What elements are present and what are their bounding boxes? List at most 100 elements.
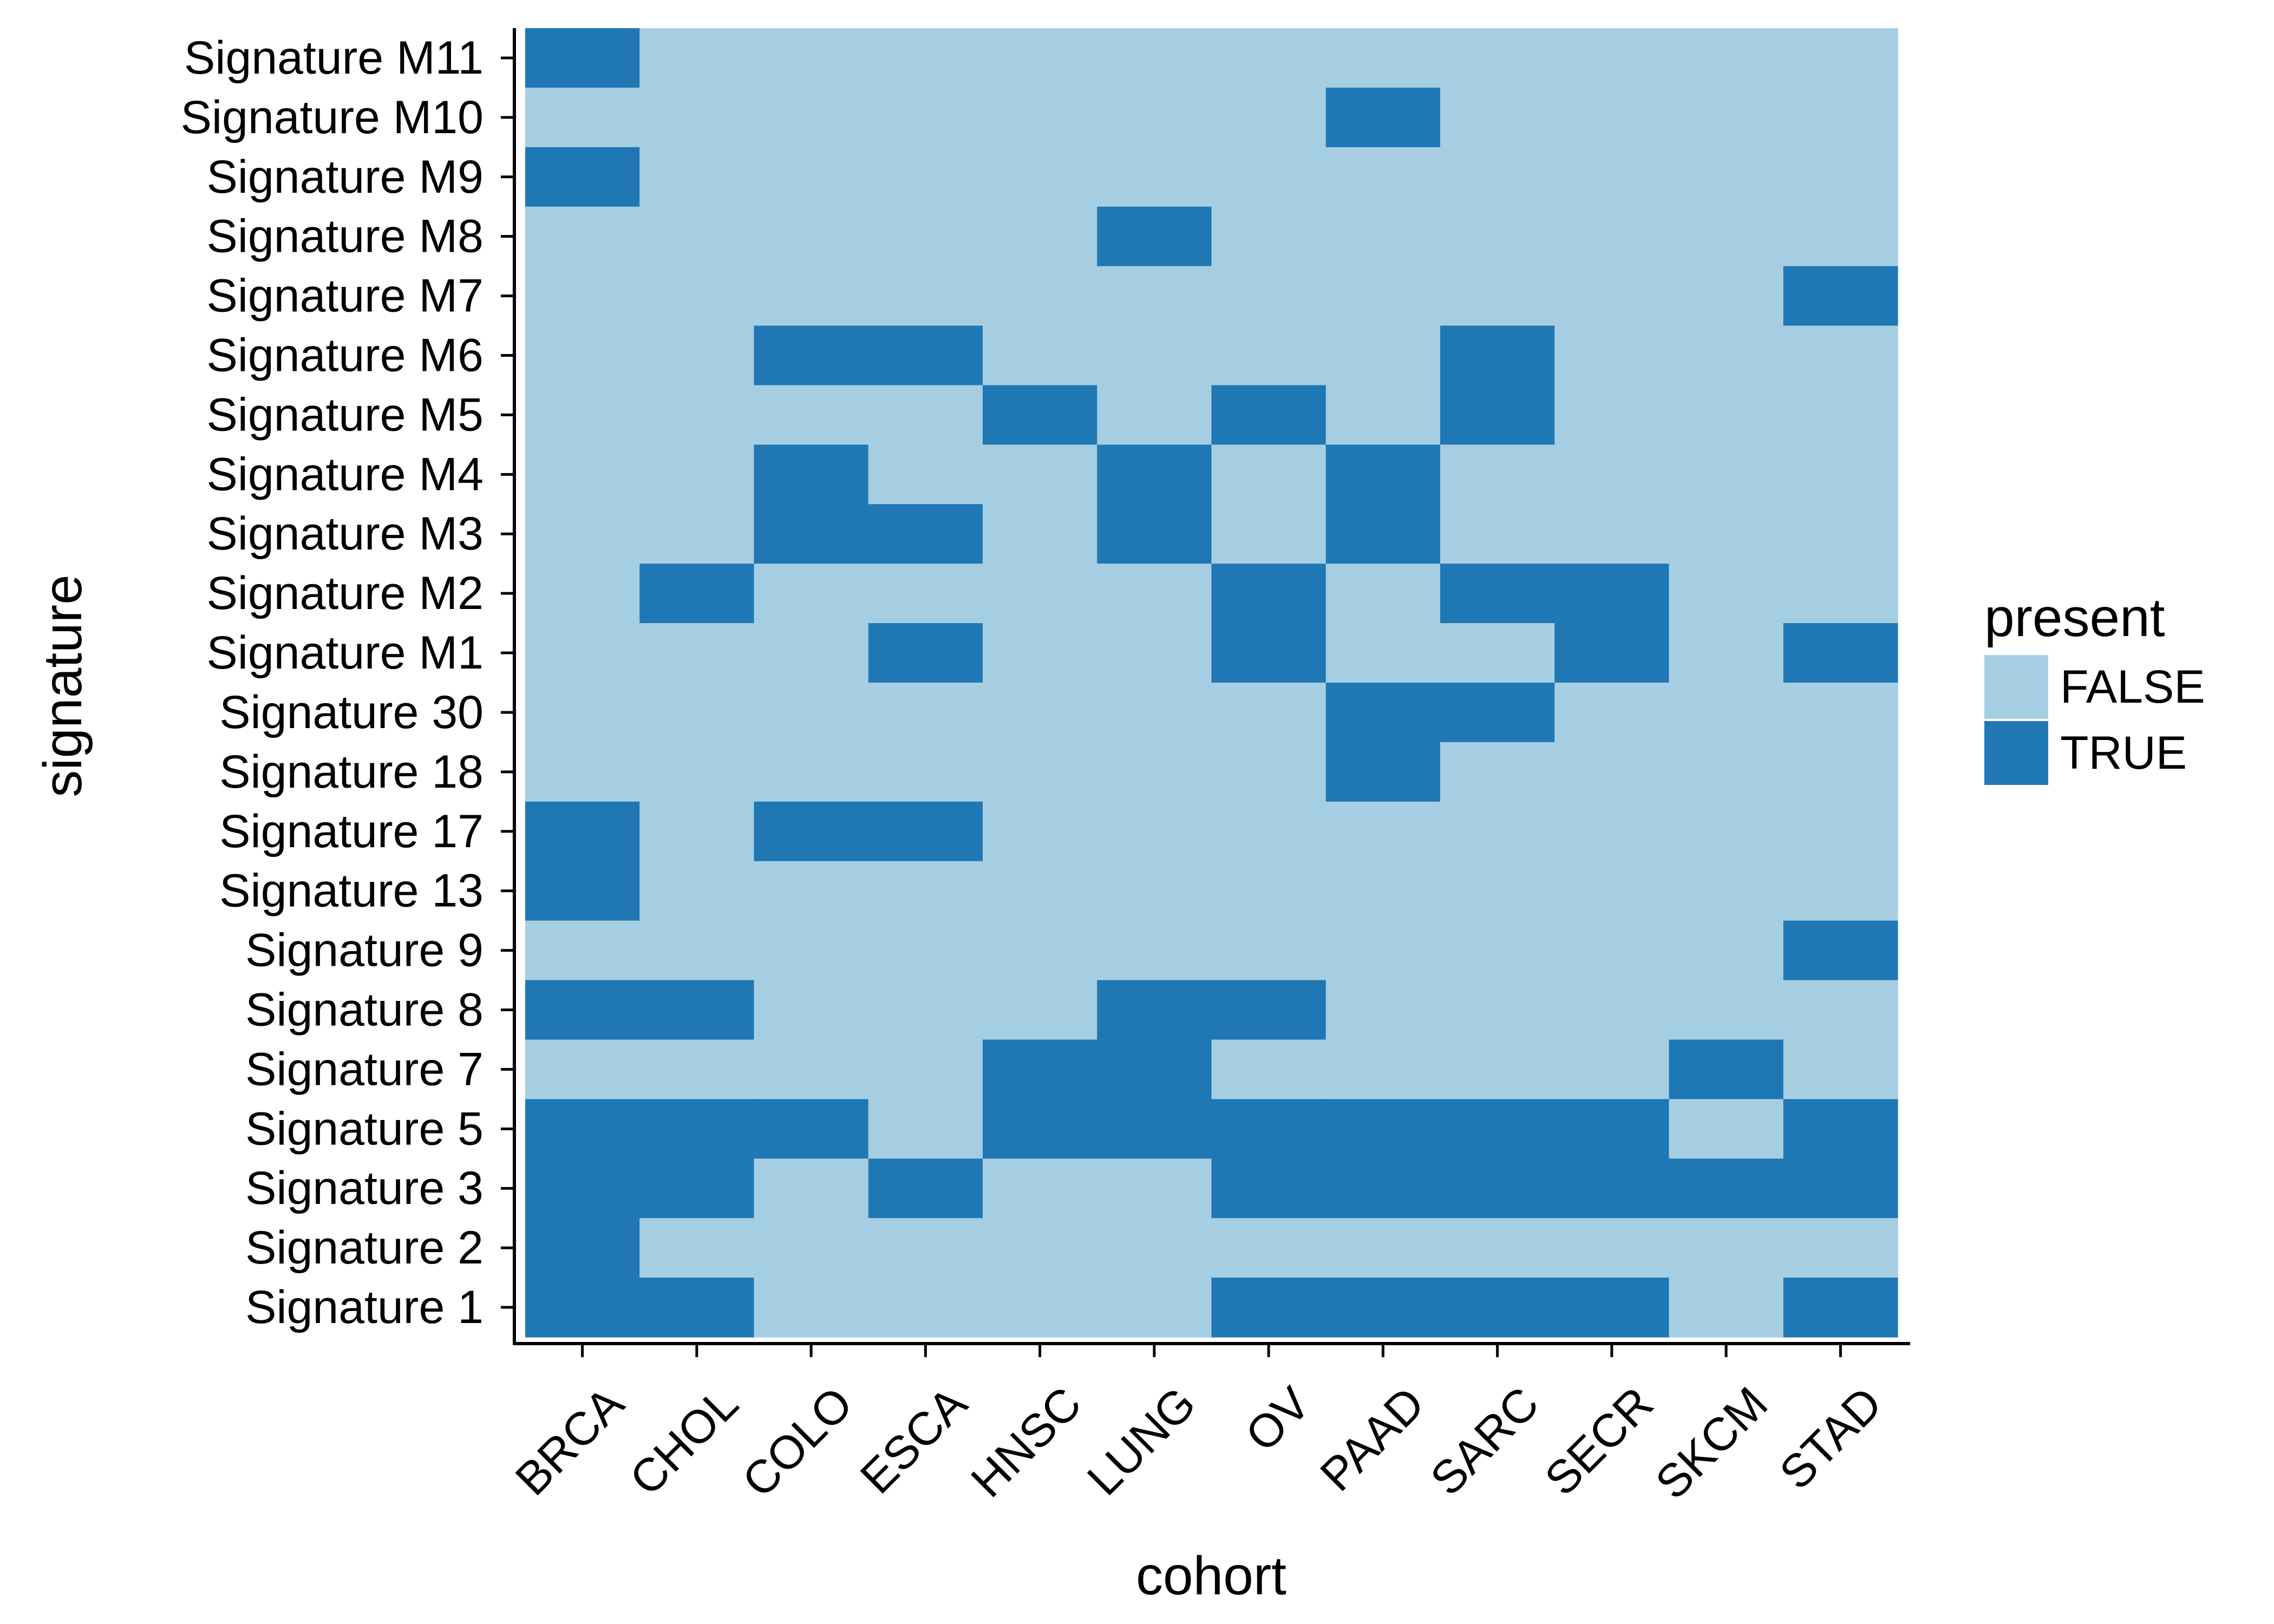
heatmap-cells <box>525 28 1898 1338</box>
heatmap-cell <box>1325 1218 1441 1278</box>
heatmap-cell <box>1669 444 1784 505</box>
y-tick-label: Signature 17 <box>219 806 483 857</box>
heatmap-cell <box>983 266 1097 326</box>
heatmap-cell <box>1554 385 1670 445</box>
heatmap-cell <box>1097 683 1212 743</box>
heatmap-cell <box>1440 266 1555 326</box>
heatmap-cell <box>639 206 755 267</box>
heatmap-cell <box>754 206 869 267</box>
heatmap-cell <box>1669 1099 1784 1159</box>
heatmap-cell <box>1554 980 1670 1040</box>
heatmap-cell <box>1097 801 1212 862</box>
heatmap-cell <box>1554 801 1670 862</box>
heatmap-cell <box>525 980 640 1040</box>
heatmap-cell <box>868 861 983 921</box>
heatmap-cell <box>1440 28 1555 88</box>
heatmap-cell <box>1669 564 1784 624</box>
heatmap-cell <box>1669 861 1784 921</box>
heatmap-cell <box>1211 1158 1327 1219</box>
heatmap-cell <box>1440 683 1555 743</box>
heatmap-cell <box>1211 206 1327 267</box>
y-axis-ticks: Signature M11 Signature M10 Signature M9 Si… <box>181 32 514 1333</box>
legend-key-false <box>1984 655 2048 719</box>
x-tick-label: SKCM <box>1646 1377 1778 1509</box>
heatmap-cell <box>639 742 755 802</box>
heatmap-cell <box>1097 385 1212 445</box>
heatmap-cell <box>1211 801 1327 862</box>
heatmap-cell <box>983 28 1097 88</box>
heatmap-cell <box>1211 385 1327 445</box>
heatmap-cell <box>1783 504 1898 564</box>
heatmap-cell <box>1440 861 1555 921</box>
heatmap-cell <box>1325 28 1441 88</box>
heatmap-cell <box>1211 1039 1327 1099</box>
x-tick-label: ESCA <box>851 1377 977 1504</box>
heatmap-cell <box>639 147 755 207</box>
axes <box>513 28 1910 1345</box>
heatmap-cell <box>1325 980 1441 1040</box>
y-axis-title: signature <box>32 574 93 797</box>
heatmap-cell <box>1783 742 1898 802</box>
heatmap-cell <box>1097 325 1212 386</box>
heatmap-cell <box>754 504 869 564</box>
heatmap-cell <box>1211 623 1327 683</box>
heatmap-cell <box>1783 1278 1898 1338</box>
y-tick-label: Signature 30 <box>219 686 483 738</box>
x-tick-label: HNSC <box>961 1377 1091 1507</box>
heatmap-cell <box>754 742 869 802</box>
heatmap-cell <box>868 206 983 267</box>
heatmap-cell <box>1554 28 1670 88</box>
heatmap-cell <box>1783 147 1898 207</box>
heatmap-cell <box>1554 920 1670 981</box>
heatmap-cell <box>754 147 869 207</box>
heatmap-cell <box>525 325 640 386</box>
heatmap-cell <box>1440 623 1555 683</box>
heatmap-cell <box>1440 147 1555 207</box>
heatmap-cell <box>1097 861 1212 921</box>
heatmap-cell <box>1097 1278 1212 1338</box>
heatmap-cell <box>1440 1039 1555 1099</box>
heatmap-cell <box>754 266 869 326</box>
x-tick-label: STAD <box>1770 1377 1892 1499</box>
heatmap-cell <box>525 1099 640 1159</box>
heatmap-cell <box>1669 801 1784 862</box>
heatmap-cell <box>1440 504 1555 564</box>
heatmap-cell <box>1097 1158 1212 1219</box>
heatmap-cell <box>1440 564 1555 624</box>
heatmap-cell <box>1783 325 1898 386</box>
y-tick-label: Signature M5 <box>206 389 483 441</box>
y-tick-label: Signature M7 <box>206 270 483 322</box>
heatmap-cell <box>1440 87 1555 148</box>
heatmap-cell <box>639 920 755 981</box>
heatmap-cell <box>1325 266 1441 326</box>
legend-items: FALSE TRUE <box>1984 655 2205 785</box>
heatmap-cell <box>983 1039 1097 1099</box>
heatmap-cell <box>525 1218 640 1278</box>
y-tick-label: Signature M11 <box>184 32 483 84</box>
y-tick-label: Signature M1 <box>206 627 483 679</box>
heatmap-cell <box>1211 444 1327 505</box>
heatmap-cell <box>868 980 983 1040</box>
heatmap-cell <box>868 87 983 148</box>
heatmap-cell <box>1325 683 1441 743</box>
heatmap-cell <box>1211 861 1327 921</box>
x-tick-label: CHOL <box>620 1377 748 1505</box>
heatmap-cell <box>525 564 640 624</box>
heatmap-cell <box>983 206 1097 267</box>
heatmap-cell <box>754 980 869 1040</box>
heatmap-cell <box>754 1278 869 1338</box>
heatmap-cell <box>1097 623 1212 683</box>
heatmap-cell <box>1097 504 1212 564</box>
heatmap-cell <box>1554 1099 1670 1159</box>
heatmap-cell <box>868 1218 983 1278</box>
heatmap-cell <box>1783 1218 1898 1278</box>
heatmap-cell <box>868 444 983 505</box>
heatmap-cell <box>1211 1099 1327 1159</box>
heatmap-cell <box>525 1158 640 1219</box>
y-tick-label: Signature M3 <box>206 508 483 560</box>
heatmap-cell <box>1554 504 1670 564</box>
heatmap-cell <box>1325 564 1441 624</box>
y-tick-label: Signature 9 <box>245 925 483 977</box>
heatmap-cell <box>1669 385 1784 445</box>
legend-label-true: TRUE <box>2060 727 2187 779</box>
